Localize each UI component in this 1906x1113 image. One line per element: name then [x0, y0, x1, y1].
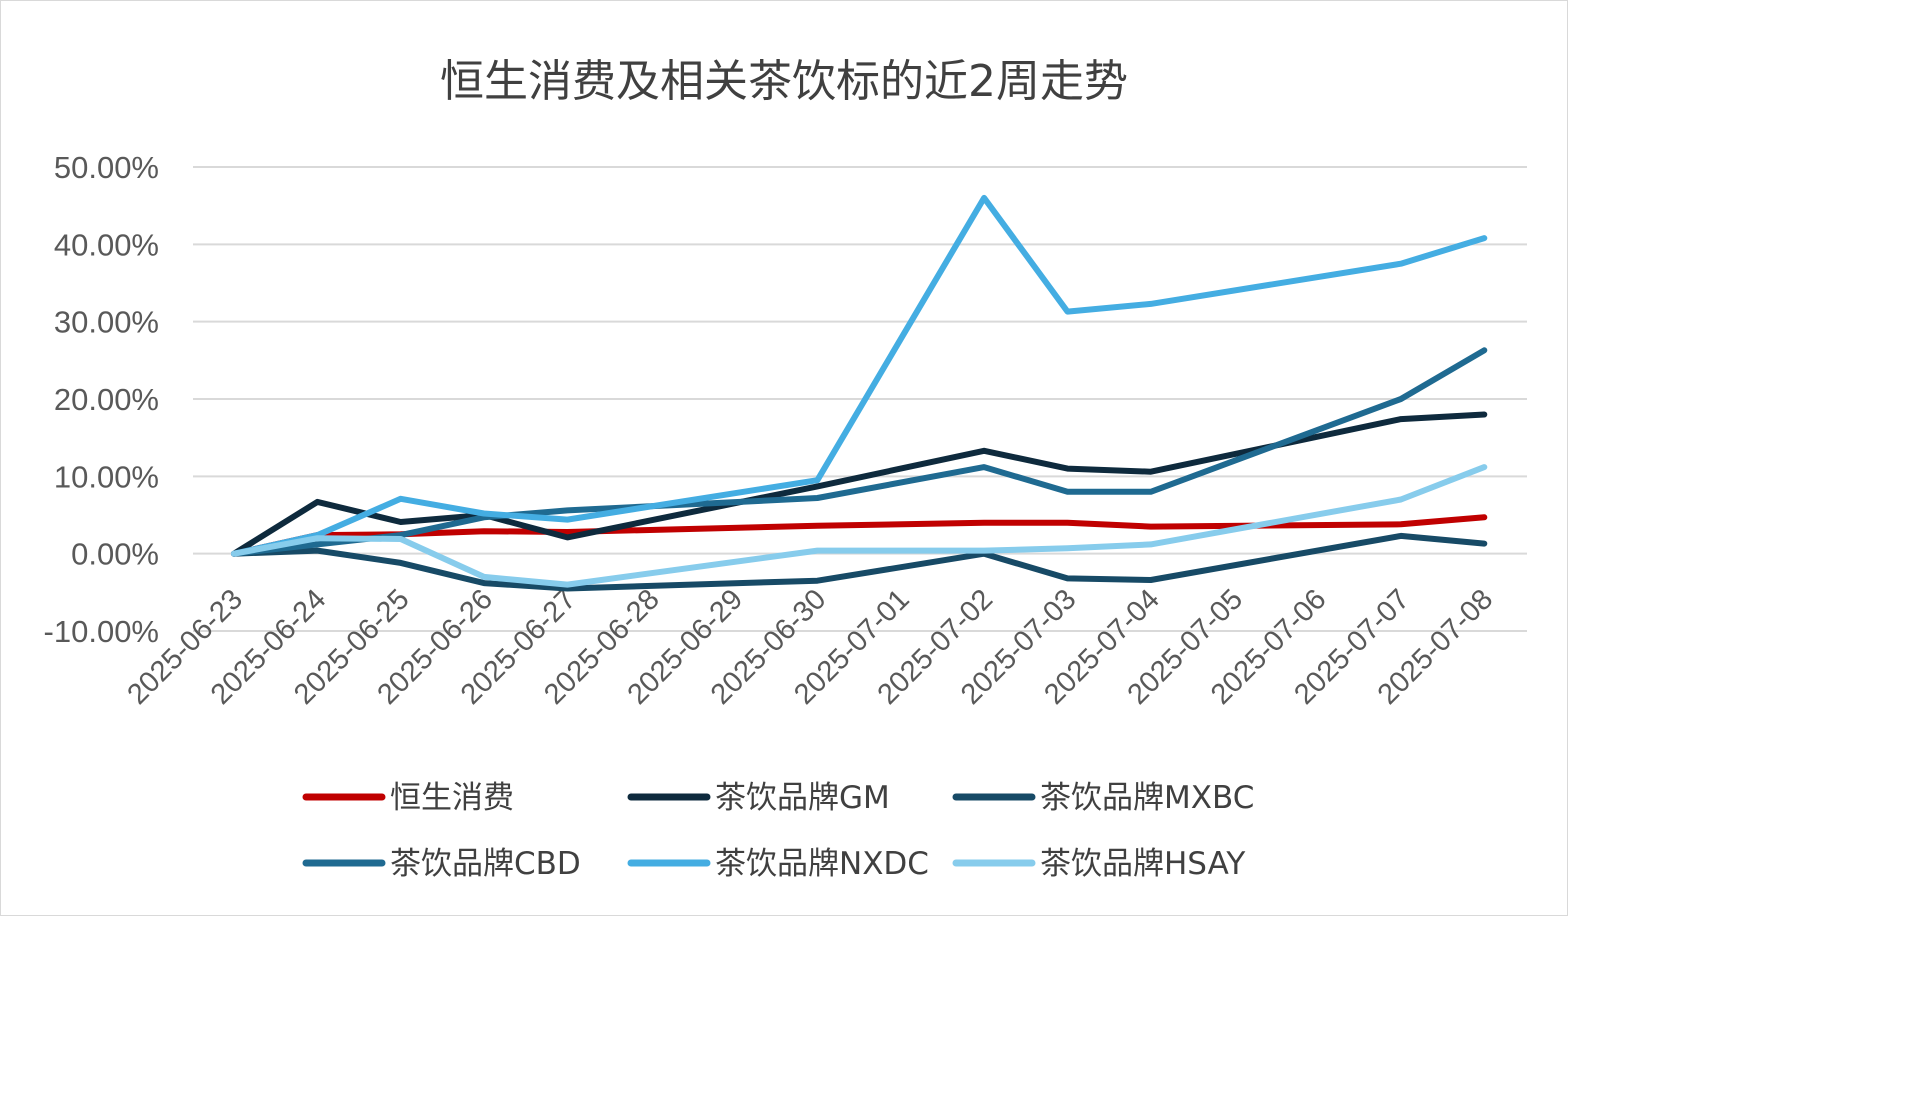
legend-label: 茶饮品牌CBD: [390, 846, 581, 882]
series-line-1: [231, 514, 1488, 557]
y-tick-label: 30.00%: [54, 305, 159, 340]
series-lines: [231, 194, 1488, 592]
legend-item[interactable]: 茶饮品牌HSAY: [952, 846, 1245, 882]
line-chart: -10.00% 0.00% 10.00% 20.00% 30.00% 40.00% 50.0…: [44, 150, 1527, 882]
chart-container: 恒生消费及相关茶饮标的近2周走势 -10.00% 0.00% 10.00% 20.00…: [0, 0, 1568, 916]
y-axis-ticks: -10.00% 0.00% 10.00% 20.00% 30.00% 40.00% 50.0…: [44, 150, 159, 649]
chart-title: 恒生消费及相关茶饮标的近2周走势: [440, 56, 1128, 107]
y-tick-label: 40.00%: [54, 227, 159, 262]
legend[interactable]: 恒生消费 茶饮品牌GM 茶饮品牌MXBC 茶饮品牌CBD 茶饮品牌NXDC 茶饮品牌HSA…: [302, 780, 1254, 882]
legend-item[interactable]: 恒生消费: [302, 780, 514, 816]
legend-label: 茶饮品牌GM: [715, 780, 890, 816]
series-line-3: [231, 532, 1488, 592]
legend-label: 恒生消费: [390, 780, 514, 816]
y-tick-label: 50.00%: [54, 150, 159, 185]
legend-item[interactable]: 茶饮品牌NXDC: [627, 846, 929, 882]
series-line-2: [231, 411, 1488, 557]
series-line-5: [231, 194, 1488, 557]
legend-label: 茶饮品牌NXDC: [715, 846, 929, 882]
legend-item[interactable]: 茶饮品牌MXBC: [952, 780, 1254, 816]
y-tick-label: -10.00%: [44, 614, 159, 649]
y-tick-label: 10.00%: [54, 459, 159, 494]
y-tick-label: 0.00%: [71, 537, 159, 572]
x-axis-ticks: 2025-06-232025-06-242025-06-252025-06-26…: [121, 583, 1499, 711]
legend-label: 茶饮品牌MXBC: [1040, 780, 1254, 816]
legend-label: 茶饮品牌HSAY: [1040, 846, 1245, 882]
y-tick-label: 20.00%: [54, 382, 159, 417]
legend-item[interactable]: 茶饮品牌GM: [627, 780, 890, 816]
series-line-6: [231, 464, 1488, 588]
legend-item[interactable]: 茶饮品牌CBD: [302, 846, 581, 882]
